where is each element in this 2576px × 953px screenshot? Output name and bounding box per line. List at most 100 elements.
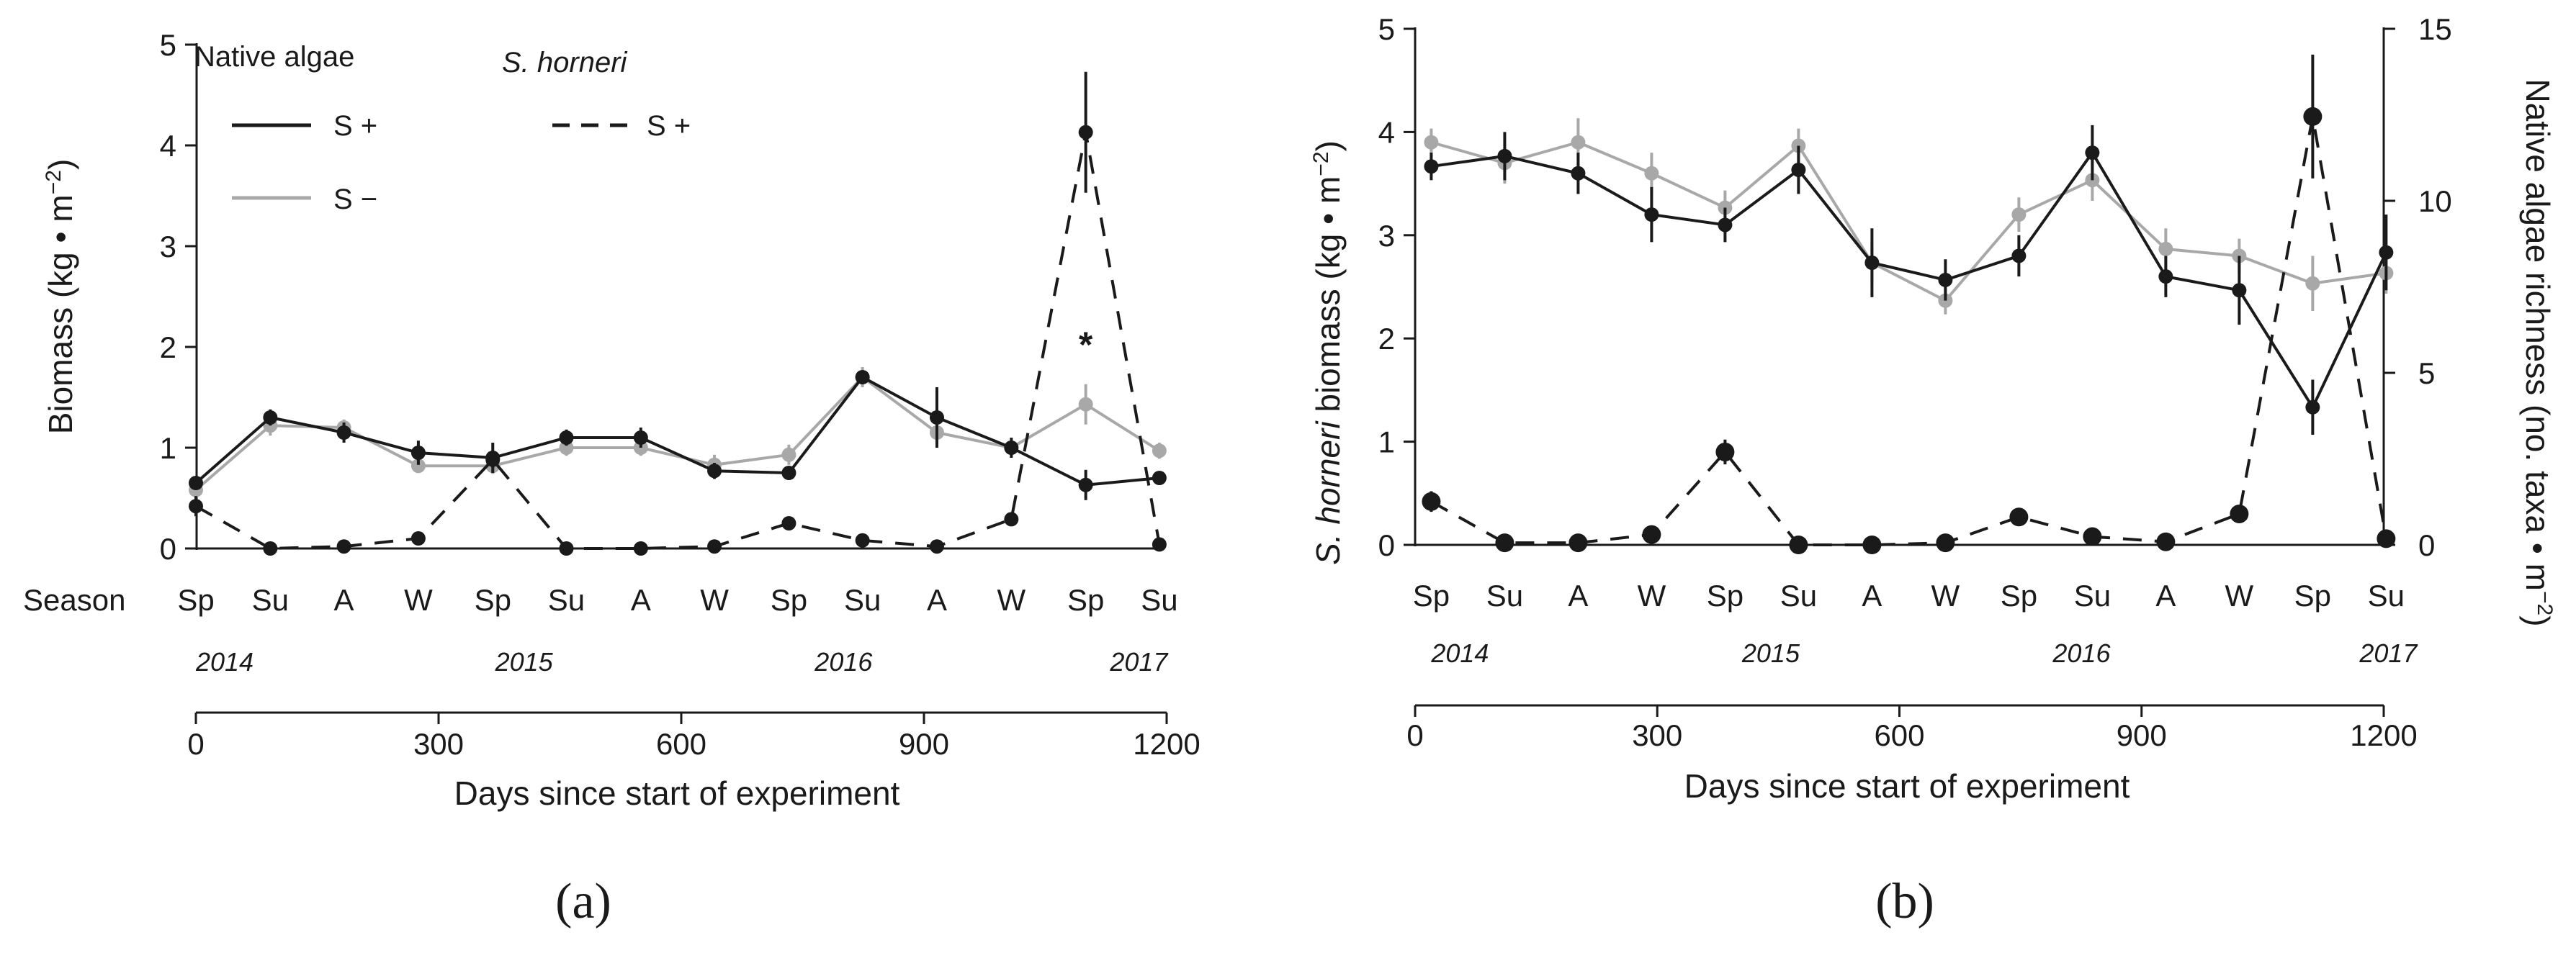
b-sh-biomass-point [1936, 533, 1955, 553]
a-sh-splus-point [263, 541, 278, 556]
a-season-label: A [631, 583, 651, 617]
b-sh-biomass-point [2377, 529, 2396, 548]
b-x-axis-label: Days since start of experiment [1684, 767, 2130, 805]
a-sh-splus-line [195, 132, 1161, 551]
b-richness-splus-point [1424, 159, 1439, 174]
a-season-label: W [700, 583, 729, 617]
a-season-label: Su [844, 583, 881, 617]
b-richness-sminus-point [1571, 135, 1586, 150]
b-sh-biomass-point [1789, 536, 1808, 554]
b-right-label-part: ) [2519, 615, 2557, 626]
b-season-label: Su [1486, 579, 1523, 613]
a-sh-splus-point [633, 541, 648, 556]
b-richness-splus-point [2305, 399, 2320, 415]
panel-a: 0 1 2 3 4 5 Biomass (kg • m−2) Native algae S. h… [23, 28, 1201, 929]
a-panel-caption: (a) [555, 874, 611, 929]
a-y-tick-label: 2 [160, 330, 176, 364]
b-richness-splus-point [2158, 269, 2173, 284]
b-left-tick-label: 5 [1378, 12, 1395, 46]
b-sh-biomass-point [2303, 107, 2323, 126]
a-native-sminus-point [1078, 397, 1093, 412]
b-year-label: 2014 [1430, 638, 1489, 668]
b-season-label: Sp [1413, 579, 1450, 613]
b-richness-sminus-point [2305, 276, 2320, 291]
a-y-axis-label: Biomass (kg • m−2) [42, 159, 80, 435]
a-day-tick-label: 900 [899, 727, 949, 761]
b-year-label: 2017 [2359, 638, 2418, 668]
b-richness-splus-point [1938, 272, 1953, 287]
b-richness-sminus-line [1430, 140, 2387, 303]
b-right-label-sup: −2 [2534, 591, 2557, 615]
a-legend-native-sminus-label: S − [333, 184, 377, 215]
a-native-splus-point [263, 410, 278, 425]
a-y-tick-label: 5 [160, 28, 176, 62]
b-left-label-sup: −2 [1309, 151, 1333, 176]
b-left-label-part: ) [1309, 140, 1347, 151]
b-day-tick-label: 900 [2117, 718, 2167, 752]
b-richness-splus-point [2011, 248, 2027, 263]
a-sh-splus-point [1078, 125, 1093, 140]
a-native-splus-point [1078, 477, 1093, 492]
a-sh-splus-point [559, 541, 574, 556]
a-season-label: W [404, 583, 433, 617]
a-sh-splus-point [1004, 512, 1019, 527]
b-richness-splus-point [1718, 217, 1733, 232]
b-sh-biomass-point [1422, 492, 1441, 511]
b-richness-splus-point [1791, 162, 1806, 177]
a-y-tick-label: 1 [160, 431, 176, 465]
b-season-label: A [2155, 579, 2176, 613]
a-year-label: 2014 [195, 647, 253, 677]
b-season-label: W [2225, 579, 2254, 613]
a-season-label: Sp [771, 583, 807, 617]
a-native-splus-point [189, 476, 203, 490]
b-season-label: Sp [1707, 579, 1743, 613]
a-season-label: Su [1141, 583, 1177, 617]
b-left-label-italic: horneri [1309, 420, 1347, 534]
a-day-tick-label: 600 [656, 727, 706, 761]
b-sh-biomass-point [1862, 536, 1882, 554]
a-day-tick-label: 1200 [1133, 727, 1200, 761]
a-sh-splus-point [1152, 537, 1167, 552]
a-season-label: A [334, 583, 354, 617]
a-sh-splus-point [781, 516, 796, 530]
b-right-label-part: Native algae richness (no. taxa • m [2519, 78, 2557, 591]
a-season-label: A [927, 583, 947, 617]
a-sh-splus-point [410, 531, 426, 546]
b-year-label: 2015 [1741, 638, 1800, 668]
a-native-sminus-point [781, 447, 796, 462]
b-richness-splus-line [1431, 150, 2388, 410]
b-richness-splus-point [1497, 148, 1512, 163]
a-sh-splus-point [336, 539, 351, 554]
b-season-label: Sp [2294, 579, 2331, 613]
a-significance-asterisk: * [1079, 325, 1093, 365]
a-sh-splus-point [189, 499, 203, 514]
b-sh-biomass-point [1495, 533, 1514, 553]
b-left-label-italic: S. [1309, 533, 1347, 564]
a-native-splus-point [781, 466, 796, 480]
a-native-splus-point [929, 410, 944, 425]
b-right-tick-label: 0 [2418, 528, 2435, 562]
b-right-y-axis-label: Native algae richness (no. taxa • m−2) [2519, 78, 2557, 626]
b-season-label: Su [1780, 579, 1817, 613]
a-native-sminus-point [410, 459, 426, 474]
b-richness-splus-point [2232, 283, 2247, 298]
a-season-label: Sp [1067, 583, 1104, 617]
b-richness-sminus-point [2158, 241, 2173, 256]
a-year-label: 2015 [495, 647, 554, 677]
a-sh-splus-point [929, 539, 944, 554]
a-year-label: 2016 [814, 647, 873, 677]
b-sh-biomass-point [2230, 504, 2249, 523]
a-legend-native-title: Native algae [194, 41, 354, 73]
b-season-label: W [1638, 579, 1666, 613]
a-native-splus-point [1004, 441, 1019, 455]
a-native-splus-line [194, 375, 1160, 487]
b-day-tick-label: 300 [1632, 718, 1682, 752]
a-legend-sh-splus-label: S + [647, 110, 691, 142]
a-y-label-part: ) [42, 159, 79, 170]
a-y-label-sup: −2 [42, 170, 66, 194]
b-richness-splus-point [1644, 207, 1659, 222]
a-y-tick-label: 4 [160, 129, 176, 163]
a-year-label: 2017 [1109, 647, 1169, 677]
a-native-splus-point [855, 370, 870, 384]
b-left-tick-label: 2 [1378, 322, 1395, 356]
